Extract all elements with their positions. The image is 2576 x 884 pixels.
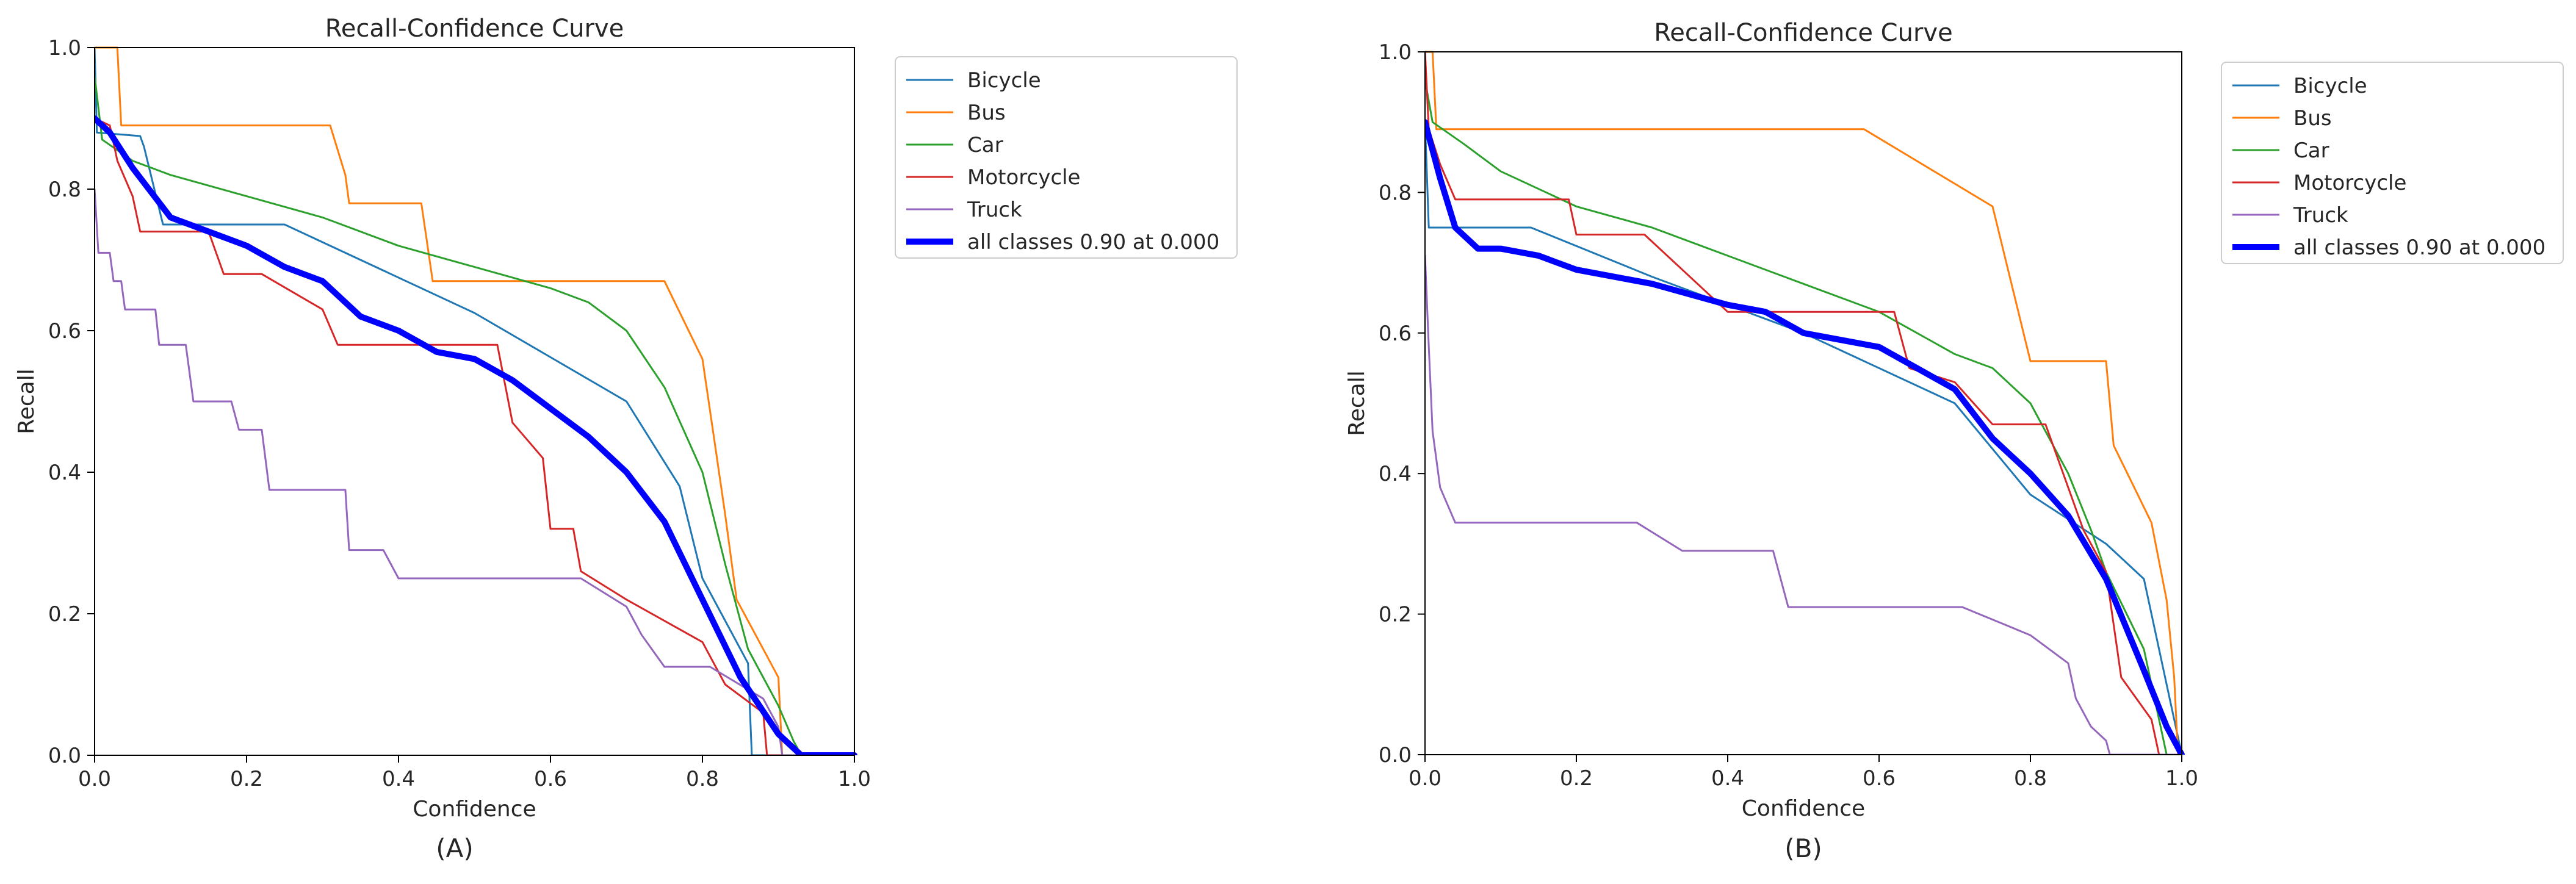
series-group <box>95 46 857 755</box>
x-tick-label: 0.6 <box>1863 766 1896 791</box>
legend-label: Bus <box>967 101 1006 125</box>
series-line-car <box>1425 79 2183 755</box>
x-tick-label: 1.0 <box>2165 766 2198 791</box>
legend-label: all classes 0.90 at 0.000 <box>967 230 1219 254</box>
legend-label: Bicycle <box>967 68 1041 93</box>
series-line-truck <box>1425 254 2183 755</box>
series-line-bus <box>95 46 856 755</box>
series-line-motorcycle <box>95 117 856 755</box>
legend-label: Bus <box>2293 106 2332 131</box>
legend-box <box>895 56 1238 259</box>
legend-label: Car <box>2293 138 2329 163</box>
y-tick-label: 1.0 <box>1379 40 1412 65</box>
series-line-truck <box>95 188 856 755</box>
legend-label: Truck <box>967 198 1022 222</box>
y-tick-label: 0.6 <box>48 319 81 343</box>
y-tick-label: 1.0 <box>48 36 81 60</box>
y-tick-label: 0.8 <box>1379 181 1412 205</box>
y-tick-label: 0.8 <box>48 178 81 202</box>
series-line-all-classes-0-90-at-0-000 <box>95 115 857 755</box>
y-tick-label: 0.2 <box>1379 603 1412 627</box>
y-tick-label: 0.0 <box>1379 743 1412 767</box>
x-tick-label: 0.4 <box>382 767 415 791</box>
legend-label: Truck <box>2293 203 2348 228</box>
panel-label: (B) <box>1784 833 1822 863</box>
legend-label: Car <box>967 133 1003 157</box>
panel-a: 0.0 0.2 0.4 0.6 0.8 1.0 0.0 0.2 0.4 0.6 0.8 1.0 Reca… <box>14 15 1238 863</box>
x-tick-label: 0.8 <box>686 767 719 791</box>
x-axis-label: Confidence <box>413 797 536 822</box>
series-line-bicycle <box>95 46 856 755</box>
x-tick-label: 0.2 <box>230 767 263 791</box>
series-line-car <box>95 74 856 755</box>
x-tick-label: 1.0 <box>838 767 871 791</box>
y-tick-label: 0.0 <box>48 744 81 768</box>
series-line-all-classes-0-90-at-0-000 <box>1425 119 2185 755</box>
y-tick-label: 0.4 <box>48 461 81 485</box>
legend: Bicycle Bus Car Motorcycle Truck all classes … <box>895 56 1238 259</box>
y-axis-label: Recall <box>14 368 39 434</box>
legend-label: Motorcycle <box>967 165 1080 190</box>
x-axis-label: Confidence <box>1742 796 1865 821</box>
x-tick-label: 0.0 <box>78 767 111 791</box>
plot-frame <box>1424 51 2182 755</box>
y-tick-label: 0.4 <box>1379 462 1412 486</box>
chart-title: Recall-Confidence Curve <box>1654 19 1952 47</box>
series-group <box>1425 51 2185 755</box>
x-tick-label: 0.0 <box>1409 766 1441 791</box>
x-tick-label: 0.4 <box>1711 766 1744 791</box>
x-tick-label: 0.6 <box>534 767 567 791</box>
y-axis-label: Recall <box>1344 370 1369 436</box>
legend-label: all classes 0.90 at 0.000 <box>2293 235 2545 260</box>
legend-label: Motorcycle <box>2293 171 2406 195</box>
plot-frame <box>94 47 855 756</box>
chart-title: Recall-Confidence Curve <box>325 15 624 43</box>
x-tick-label: 0.2 <box>1560 766 1593 791</box>
y-tick-label: 0.2 <box>48 602 81 627</box>
series-line-bus <box>1425 51 2183 755</box>
legend-label: Bicycle <box>2293 74 2367 98</box>
x-tick-label: 0.8 <box>2014 766 2047 791</box>
panel-b: 0.0 0.2 0.4 0.6 0.8 1.0 0.0 0.2 0.4 0.6 0.8 1.0 Reca… <box>1344 19 2564 863</box>
series-line-motorcycle <box>1425 51 2183 755</box>
legend-box <box>2221 62 2564 264</box>
panel-label: (A) <box>436 833 474 863</box>
y-tick-label: 0.6 <box>1379 322 1412 346</box>
legend: Bicycle Bus Car Motorcycle Truck all classes … <box>2221 62 2564 264</box>
series-line-bicycle <box>1425 121 2183 755</box>
